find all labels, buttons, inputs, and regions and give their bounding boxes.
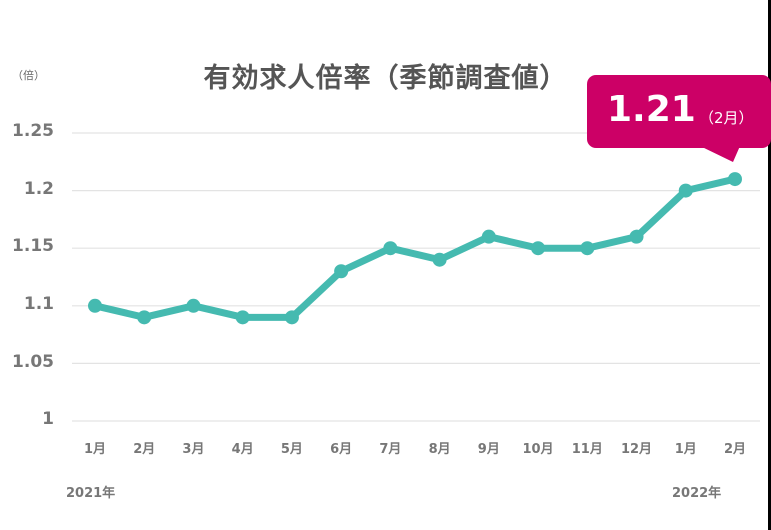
y-tick: 1.25	[12, 121, 54, 141]
data-point[interactable]	[383, 241, 398, 256]
x-tick: 4月	[231, 442, 254, 457]
y-axis-unit: （倍）	[12, 69, 45, 82]
x-tick: 2月	[723, 442, 746, 457]
y-tick: 1	[42, 409, 54, 429]
data-point[interactable]	[235, 310, 250, 325]
year-label-2022: 2022年	[672, 486, 722, 501]
x-tick: 8月	[428, 442, 451, 457]
data-point[interactable]	[284, 310, 299, 325]
y-tick: 1.1	[23, 294, 54, 314]
data-point[interactable]	[580, 241, 595, 256]
y-tick: 1.15	[12, 236, 54, 256]
callout-period: （2月）	[699, 109, 754, 127]
x-tick: 5月	[280, 442, 303, 457]
x-tick: 3月	[182, 442, 205, 457]
latest-value-callout: 1.21 （2月）	[587, 75, 771, 148]
x-tick: 6月	[330, 442, 353, 457]
chart-title: 有効求人倍率（季節調査値）	[203, 63, 568, 94]
data-point[interactable]	[727, 172, 742, 187]
year-label-2021: 2021年	[66, 486, 116, 501]
x-tick: 12月	[620, 442, 653, 457]
data-point[interactable]	[432, 252, 447, 267]
data-point[interactable]	[88, 298, 102, 313]
x-tick: 11月	[571, 442, 603, 457]
data-point[interactable]	[137, 310, 152, 325]
series-line	[91, 175, 739, 321]
x-tick: 9月	[477, 442, 500, 457]
x-tick: 10月	[522, 442, 554, 457]
data-point[interactable]	[186, 298, 201, 313]
x-tick: 1月	[674, 442, 697, 457]
data-point[interactable]	[531, 241, 546, 256]
right-edge-border	[768, 0, 771, 530]
y-tick: 1.05	[12, 352, 54, 372]
x-tick: 2月	[133, 442, 156, 457]
x-tick: 7月	[379, 442, 402, 457]
data-point[interactable]	[481, 229, 496, 244]
x-tick: 1月	[83, 442, 107, 457]
data-point[interactable]	[629, 229, 644, 244]
y-tick: 1.2	[23, 179, 54, 199]
data-point[interactable]	[678, 183, 693, 198]
data-point[interactable]	[334, 264, 349, 279]
callout-value: 1.21	[607, 89, 696, 130]
callout-pointer	[700, 146, 740, 162]
